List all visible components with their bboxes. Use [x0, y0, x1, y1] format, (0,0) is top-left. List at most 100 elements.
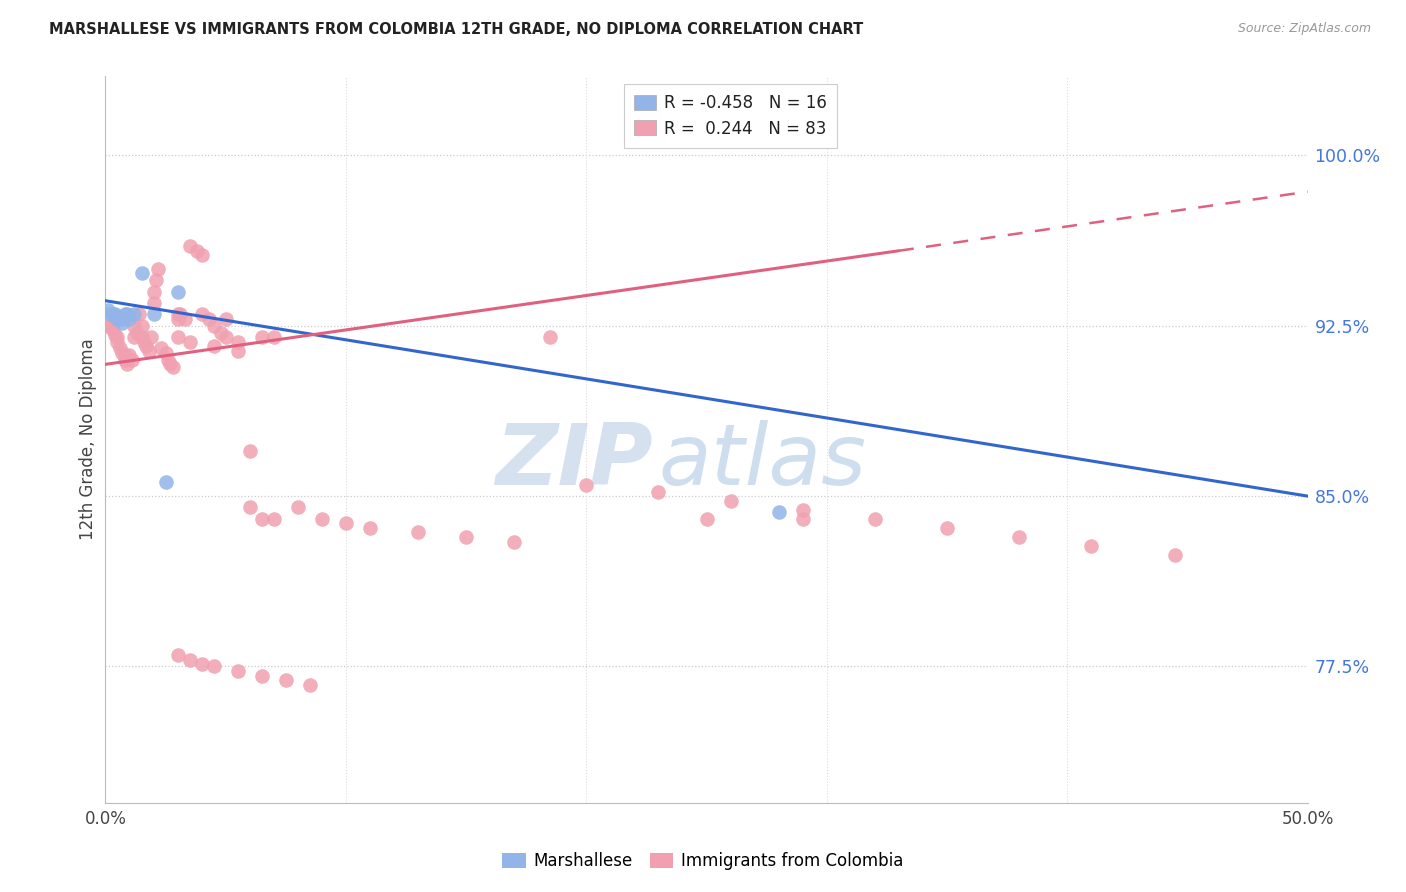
Point [768, 505, 790, 519]
Point [1080, 539, 1102, 553]
Legend: R = -0.458   N = 16, R =  0.244   N = 83: R = -0.458 N = 16, R = 0.244 N = 83 [624, 84, 837, 148]
Point [263, 512, 285, 526]
Point [145, 273, 167, 287]
Point [132, 334, 155, 349]
Point [202, 339, 225, 353]
Text: atlas: atlas [658, 419, 866, 502]
Point [135, 339, 157, 353]
Text: Source: ZipAtlas.com: Source: ZipAtlas.com [1237, 22, 1371, 36]
Point [406, 525, 429, 540]
Point [173, 312, 195, 326]
Point [1164, 548, 1187, 562]
Point [101, 323, 124, 337]
Point [209, 326, 232, 340]
Point [179, 239, 201, 253]
Point [98, 318, 121, 333]
Point [226, 343, 249, 358]
Point [97, 302, 120, 317]
Point [131, 330, 153, 344]
Point [142, 285, 165, 299]
Point [125, 326, 148, 340]
Point [107, 312, 129, 326]
Point [179, 334, 201, 349]
Point [118, 312, 141, 326]
Point [139, 330, 162, 344]
Point [936, 521, 959, 535]
Point [239, 500, 262, 515]
Point [138, 343, 160, 358]
Point [162, 359, 184, 374]
Point [166, 648, 188, 662]
Point [131, 267, 153, 281]
Point [198, 312, 221, 326]
Point [124, 307, 146, 321]
Y-axis label: 12th Grade, No Diploma: 12th Grade, No Diploma [79, 338, 97, 541]
Point [107, 334, 129, 349]
Point [503, 534, 526, 549]
Point [155, 346, 177, 360]
Point [114, 307, 136, 321]
Point [97, 318, 120, 333]
Legend: Marshallese, Immigrants from Colombia: Marshallese, Immigrants from Colombia [495, 846, 911, 877]
Point [114, 352, 136, 367]
Point [298, 678, 321, 692]
Point [108, 312, 131, 326]
Point [538, 330, 561, 344]
Point [111, 346, 134, 360]
Point [696, 512, 718, 526]
Point [226, 664, 249, 678]
Point [792, 502, 814, 516]
Point [124, 330, 146, 344]
Point [114, 348, 136, 362]
Point [142, 307, 165, 321]
Point [169, 307, 191, 321]
Point [131, 318, 153, 333]
Point [166, 307, 188, 321]
Text: ZIP: ZIP [495, 419, 652, 502]
Point [214, 330, 236, 344]
Point [142, 296, 165, 310]
Point [107, 330, 129, 344]
Point [250, 512, 273, 526]
Point [202, 318, 225, 333]
Point [115, 307, 138, 321]
Point [108, 342, 131, 356]
Point [98, 307, 121, 321]
Point [359, 521, 381, 535]
Point [263, 330, 285, 344]
Point [166, 330, 188, 344]
Point [186, 244, 208, 258]
Point [287, 500, 309, 515]
Point [239, 443, 262, 458]
Point [214, 312, 236, 326]
Point [179, 653, 201, 667]
Point [1008, 530, 1031, 544]
Point [863, 512, 886, 526]
Point [166, 312, 188, 326]
Text: MARSHALLESE VS IMMIGRANTS FROM COLOMBIA 12TH GRADE, NO DIPLOMA CORRELATION CHART: MARSHALLESE VS IMMIGRANTS FROM COLOMBIA … [49, 22, 863, 37]
Point [115, 357, 138, 371]
Point [111, 317, 134, 331]
Point [226, 334, 249, 349]
Point [274, 673, 297, 687]
Point [128, 307, 150, 321]
Point [720, 493, 742, 508]
Point [148, 261, 170, 276]
Point [190, 657, 212, 672]
Point [335, 516, 357, 531]
Point [311, 512, 333, 526]
Point [118, 348, 141, 362]
Point [250, 330, 273, 344]
Point [104, 327, 127, 342]
Point [575, 477, 598, 491]
Point [166, 285, 188, 299]
Point [250, 668, 273, 682]
Point [792, 512, 814, 526]
Point [454, 530, 477, 544]
Point [156, 352, 179, 367]
Point [202, 659, 225, 673]
Point [124, 318, 146, 333]
Point [101, 307, 124, 321]
Point [155, 475, 177, 490]
Point [104, 307, 127, 321]
